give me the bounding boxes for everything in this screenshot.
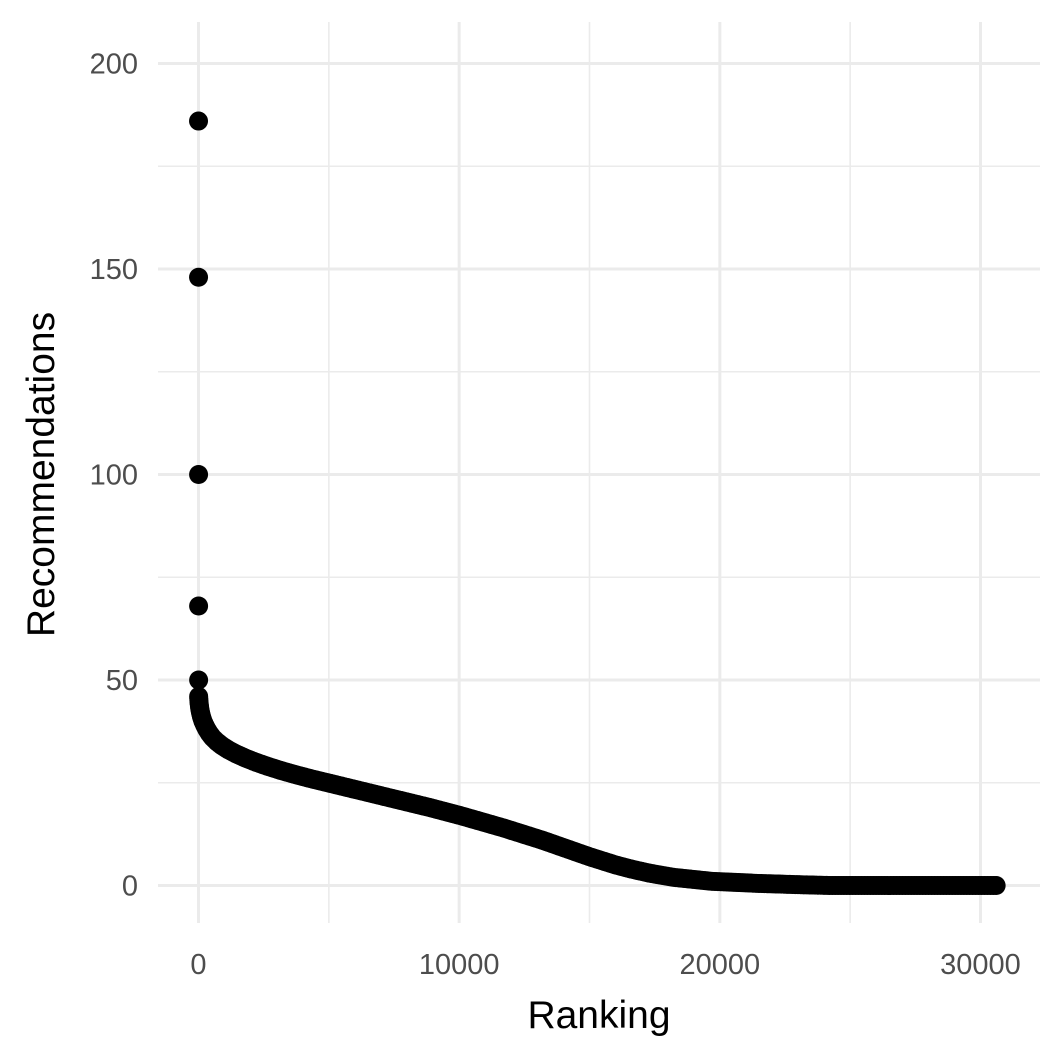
x-axis-title: Ranking [527, 994, 670, 1037]
data-point [986, 876, 1006, 895]
data-point-outlier [189, 267, 209, 287]
y-tick-label: 100 [90, 460, 138, 492]
y-tick-label: 50 [106, 665, 138, 697]
points-layer [189, 111, 1006, 895]
y-tick-label: 0 [122, 871, 138, 903]
data-point-outlier [189, 111, 209, 131]
x-tick-label: 30000 [940, 949, 1021, 981]
data-point-outlier [189, 596, 209, 616]
data-point-outlier [189, 670, 209, 690]
x-tick-label: 20000 [680, 949, 761, 981]
grid-layer [158, 22, 1040, 923]
x-tick-label: 10000 [419, 949, 500, 981]
y-tick-label: 200 [90, 49, 138, 81]
y-tick-label: 150 [90, 254, 138, 286]
data-point-outlier [189, 465, 209, 484]
x-tick-label: 0 [190, 949, 206, 981]
y-axis-title: Recommendations [20, 312, 63, 637]
tick-labels-layer: 0 10000 20000 30000 0 50 100 150 200 [90, 49, 1021, 982]
